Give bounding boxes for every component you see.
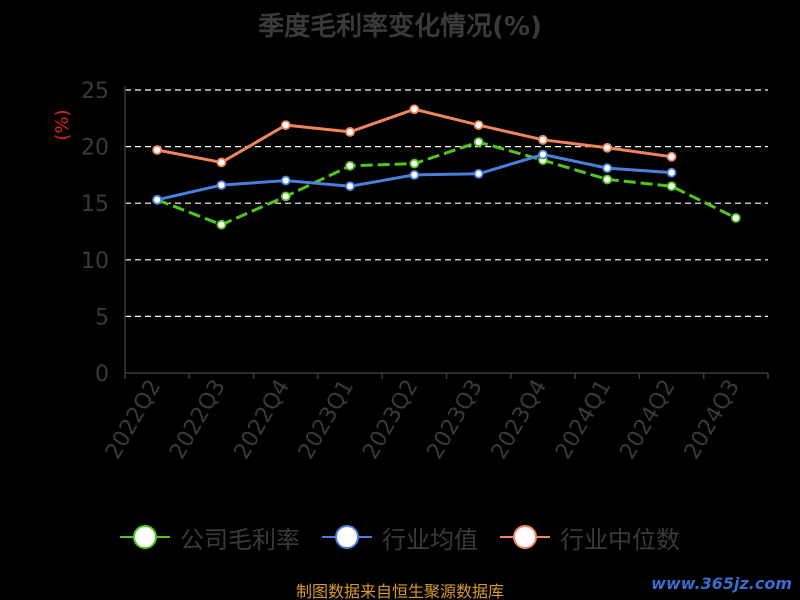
- legend-label: 行业均值: [382, 525, 478, 554]
- x-tick-label: 2022Q4: [230, 376, 295, 464]
- data-point: [216, 219, 227, 230]
- y-tick-label: 20: [81, 136, 109, 161]
- x-tick-label: 2024Q1: [551, 376, 616, 464]
- data-point: [666, 181, 677, 192]
- y-tick-label: 25: [81, 79, 109, 104]
- x-tick-label: 2024Q3: [680, 376, 745, 464]
- data-point: [409, 104, 420, 115]
- legend-label: 行业中位数: [560, 525, 680, 554]
- series-line: [156, 107, 672, 164]
- legend-item[interactable]: 行业中位数: [500, 520, 680, 555]
- y-tick-label: 15: [81, 192, 109, 217]
- data-point: [280, 175, 291, 186]
- y-tick-label: 0: [95, 362, 109, 387]
- chart-title: 季度毛利率变化情况(%): [258, 12, 542, 42]
- data-point: [730, 213, 741, 223]
- legend-swatch: [120, 525, 170, 549]
- data-point: [409, 169, 420, 180]
- data-point: [345, 181, 355, 192]
- legend-label: 公司毛利率: [180, 525, 300, 554]
- source-note: 制图数据来自恒生聚源数据库: [295, 582, 504, 600]
- data-point: [216, 157, 227, 168]
- data-point: [602, 142, 613, 153]
- x-tick-label: 2022Q2: [101, 376, 166, 464]
- data-point: [280, 191, 291, 202]
- data-point: [280, 120, 291, 130]
- x-tick-label: 2023Q3: [423, 376, 488, 464]
- x-tick-label: 2024Q2: [615, 376, 680, 464]
- data-point: [602, 163, 613, 174]
- data-point: [345, 126, 355, 137]
- data-point: [538, 149, 548, 160]
- y-tick-label: 10: [81, 249, 109, 274]
- data-point: [473, 168, 484, 179]
- data-point: [473, 120, 484, 130]
- x-tick-label: 2023Q1: [294, 376, 359, 464]
- y-axis-label: (%): [52, 109, 73, 140]
- legend-item[interactable]: 公司毛利率: [120, 520, 300, 555]
- data-point: [216, 180, 227, 190]
- data-point: [152, 145, 163, 155]
- legend-swatch: [500, 525, 550, 549]
- legend-item[interactable]: 行业均值: [322, 520, 478, 555]
- legend-swatch: [322, 525, 372, 549]
- data-point: [345, 160, 355, 171]
- x-tick-label: 2023Q4: [487, 376, 552, 464]
- legend: 公司毛利率 行业均值 行业中位数: [0, 520, 800, 554]
- x-tick-label: 2023Q2: [358, 376, 423, 464]
- x-tick-label: 2022Q3: [165, 376, 230, 464]
- data-point: [602, 174, 613, 185]
- data-point: [666, 151, 677, 162]
- data-point: [409, 158, 420, 169]
- data-point: [538, 134, 548, 145]
- data-point: [666, 167, 677, 178]
- watermark: www.365jz.com: [651, 574, 792, 593]
- y-tick-label: 5: [95, 305, 109, 330]
- data-point: [473, 137, 484, 147]
- series-line: [156, 140, 737, 227]
- data-point: [152, 194, 163, 205]
